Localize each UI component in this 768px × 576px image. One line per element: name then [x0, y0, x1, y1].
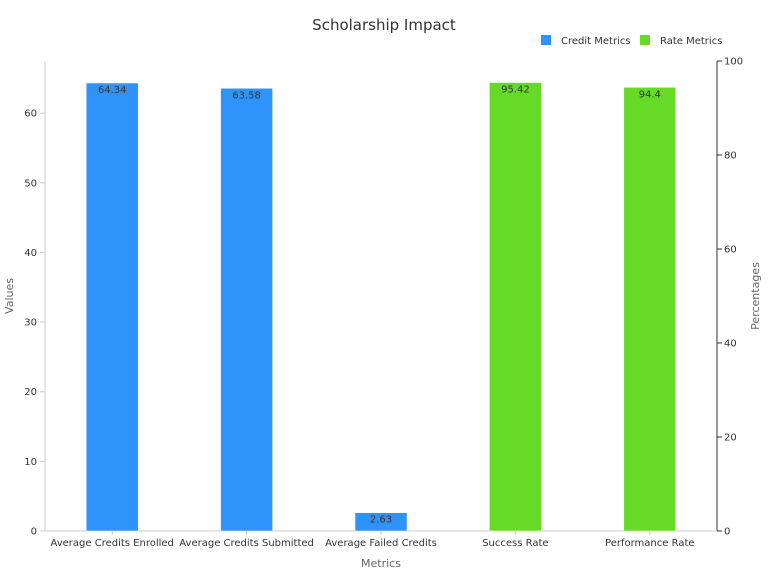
y-tick-label: 50	[24, 178, 37, 189]
data-label: 2.63	[370, 515, 392, 526]
y2-tick-label: 20	[724, 433, 737, 444]
x-tick-label: Average Failed Credits	[325, 538, 437, 549]
y2-tick-label: 0	[724, 527, 730, 538]
legend-swatch	[541, 35, 551, 45]
y-axis-right-ticks: 0 20 40 60 80 100	[717, 57, 743, 538]
y-tick-label: 30	[24, 318, 37, 329]
legend: Credit Metrics Rate Metrics	[541, 35, 722, 47]
x-tick-label: Average Credits Enrolled	[50, 538, 173, 549]
bar[interactable]	[85, 82, 139, 532]
x-axis-title: Metrics	[361, 557, 401, 570]
y-tick-label: 60	[24, 109, 37, 120]
y2-tick-label: 60	[724, 245, 737, 256]
axes	[44, 61, 718, 532]
y-axis-left-ticks: 0 10 20 30 40 50 60	[24, 109, 45, 538]
bar[interactable]	[623, 87, 677, 532]
chart-title: Scholarship Impact	[312, 16, 456, 34]
y2-tick-label: 40	[724, 339, 737, 350]
y-tick-label: 0	[31, 527, 37, 538]
x-tick-label: Performance Rate	[605, 538, 694, 549]
data-label: 63.58	[232, 90, 261, 101]
legend-label: Credit Metrics	[561, 36, 631, 47]
data-labels: 64.34 63.58 2.63 95.42 94.4	[98, 85, 661, 526]
bar[interactable]	[489, 82, 542, 532]
bars	[85, 82, 677, 532]
bar[interactable]	[220, 88, 273, 532]
y-tick-label: 40	[24, 248, 37, 259]
data-label: 95.42	[501, 85, 530, 96]
y2-tick-label: 80	[724, 151, 737, 162]
legend-swatch	[640, 35, 650, 45]
y2-tick-label: 100	[724, 57, 743, 68]
y-tick-label: 20	[24, 387, 37, 398]
y-axis-title: Values	[3, 278, 16, 314]
y2-axis-title: Percentages	[749, 262, 762, 330]
legend-label: Rate Metrics	[660, 36, 722, 47]
x-tick-label: Average Credits Submitted	[179, 538, 314, 549]
x-tick-label: Success Rate	[482, 538, 548, 549]
category-labels: Average Credits Enrolled Average Credits …	[50, 531, 695, 549]
data-label: 94.4	[639, 89, 661, 100]
data-label: 64.34	[98, 85, 127, 96]
y-tick-label: 10	[24, 457, 37, 468]
